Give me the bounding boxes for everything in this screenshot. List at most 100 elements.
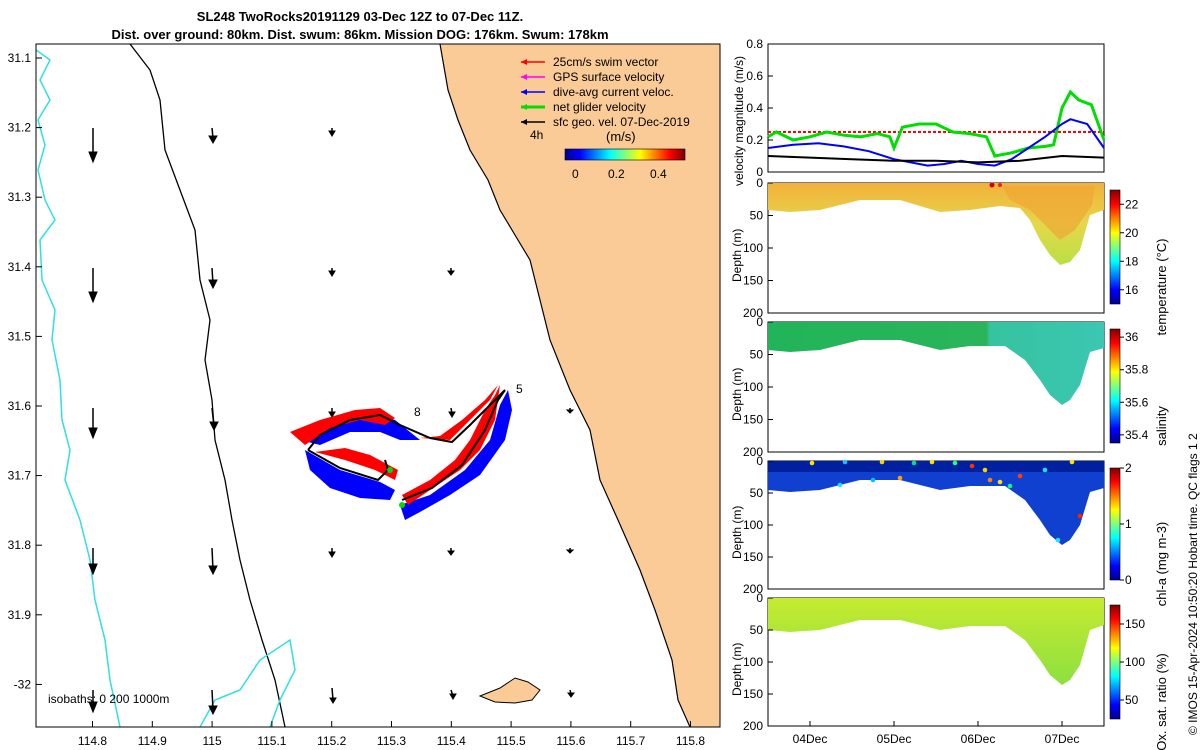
legend-label-0: 25cm/s swim vector: [553, 55, 658, 69]
section-xtick-0: 04Dec: [793, 732, 828, 746]
isobath-1000m-south: [199, 638, 296, 727]
chla-point: [837, 482, 843, 488]
chla-point: [897, 475, 903, 481]
cb1-label: salinity: [1154, 406, 1169, 446]
legend-arrowhead-1: [521, 74, 527, 80]
chla-point: [969, 463, 975, 469]
cb0-tick-0: 16: [1125, 283, 1139, 297]
velocity-series-1: [767, 89, 1106, 158]
cb3-tick-2: 150: [1125, 617, 1145, 631]
chla-point: [997, 479, 1003, 485]
chla-point: [1077, 513, 1083, 519]
salinity-colorbar: [1109, 328, 1121, 444]
section3-ytick-4: 200: [743, 719, 763, 733]
section-xtick-1: 05Dec: [877, 732, 912, 746]
map-cb-tick-2: 0.4: [650, 167, 667, 181]
cb1-tick-0: 35.4: [1125, 428, 1149, 442]
legend-label-3: net glider velocity: [553, 100, 646, 114]
section1-ytick-3: 150: [743, 413, 763, 427]
map-lon-tick-6: 115.4: [437, 734, 466, 748]
coastline: [439, 44, 691, 727]
salinity-section: [768, 322, 1104, 405]
map-lon-tick-1: 114.9: [138, 734, 167, 748]
chla-point: [911, 460, 917, 466]
legend-label-1: GPS surface velocity: [553, 70, 664, 84]
cb0-label: temperature (°C): [1154, 239, 1169, 336]
chla-points: [809, 459, 1083, 543]
section0-ylabel: Depth (m): [730, 229, 744, 282]
section0-ytick-2: 100: [743, 241, 763, 255]
net-glider-track-line: [307, 389, 506, 501]
map-lon-tick-2: 115: [203, 734, 222, 748]
cb3-label: Ox. sat. ratio (%): [1154, 653, 1169, 750]
section3-ytick-0: 0: [756, 591, 763, 605]
isobath-label: isobaths: 0 200 1000m: [48, 692, 169, 706]
map-cb-tick-0: 0: [572, 167, 579, 181]
net-glider-marker-end: [399, 502, 405, 508]
legend-arrowhead-2: [521, 89, 527, 95]
velocity-ytick-4: 0.8: [746, 37, 763, 51]
map-lon-tick-5: 115.3: [377, 734, 406, 748]
chla-point: [987, 477, 993, 483]
cb2-label: chl-a (mg m-3): [1154, 522, 1169, 607]
legend-time-label: 4h: [530, 128, 543, 142]
chla-point: [870, 477, 876, 483]
map-title-line1: SL248 TwoRocks20191129 03-Dec 12Z to 07-…: [196, 9, 524, 24]
chla-point: [1017, 473, 1023, 479]
section1-ytick-2: 100: [743, 380, 763, 394]
salinity-panel: [767, 321, 1105, 453]
legend-arrowhead-0: [521, 59, 527, 65]
net-glider-marker: [387, 467, 393, 473]
legend-label-2: dive-avg current veloc.: [553, 85, 674, 99]
chla-colorbar: [1109, 467, 1121, 581]
map-lon-tick-3: 115.1: [257, 734, 286, 748]
chla-point: [1055, 537, 1061, 543]
temperature-panel: [767, 182, 1105, 314]
oxygen-section: [768, 598, 1104, 685]
map-cb-tick-1: 0.2: [608, 167, 625, 181]
cb1-tick-1: 35.6: [1125, 395, 1149, 409]
map-lat-tick-7: 31.8: [8, 538, 32, 552]
cb2-tick-0: 0: [1125, 573, 1132, 587]
velocity-panel: 0 0.2 0.4 0.6 0.8 velocity magnitude (m/s): [732, 37, 1106, 186]
map-lat-tick-3: 31.4: [8, 260, 32, 274]
map-lon-tick-4: 115.2: [317, 734, 346, 748]
chla-point: [1069, 459, 1075, 465]
chla-band: [768, 461, 1104, 472]
section0-ytick-0: 0: [756, 176, 763, 190]
section-xtick-3: 07Dec: [1045, 732, 1080, 746]
section2-ytick-2: 100: [743, 518, 763, 532]
dive-avg-current-band: [300, 390, 512, 520]
map-title-line2: Dist. over ground: 80km. Dist. swum: 86k…: [111, 27, 609, 42]
cb0-tick-1: 18: [1125, 254, 1139, 268]
glider-track: [290, 385, 512, 520]
cb3-tick-1: 100: [1125, 655, 1145, 669]
chla-point: [809, 460, 815, 466]
chla-point: [1007, 483, 1013, 489]
map-lat-tick-6: 31.7: [8, 469, 32, 483]
velocity-ytick-0: 0: [756, 165, 763, 179]
section-xtick-2: 06Dec: [961, 732, 996, 746]
velocity-ytick-3: 0.6: [746, 69, 763, 83]
chla-point: [952, 460, 958, 466]
section2-ytick-0: 0: [756, 454, 763, 468]
section1-ytick-4: 200: [743, 445, 763, 459]
chla-panel: [767, 459, 1105, 590]
map-lon-tick-8: 115.6: [556, 734, 585, 748]
section0-ytick-4: 200: [743, 306, 763, 320]
section3-ylabel: Depth (m): [730, 643, 744, 696]
section3-ytick-1: 50: [750, 623, 764, 637]
imos-stamp: © IMOS 15-Apr-2024 10:50:20 Hobart time.…: [1186, 433, 1200, 735]
map-lon-tick-10: 115.8: [676, 734, 705, 748]
isobath-200m: [129, 44, 286, 727]
geo-arrow-col3: [328, 128, 337, 704]
section1-ytick-1: 50: [750, 348, 764, 362]
oxygen-panel: [767, 597, 1105, 727]
map-lat-tick-8: 31.9: [8, 608, 32, 622]
velocity-series-3: [767, 154, 1105, 164]
isobath-1000m: [36, 49, 121, 727]
cb2-tick-2: 2: [1125, 461, 1132, 475]
